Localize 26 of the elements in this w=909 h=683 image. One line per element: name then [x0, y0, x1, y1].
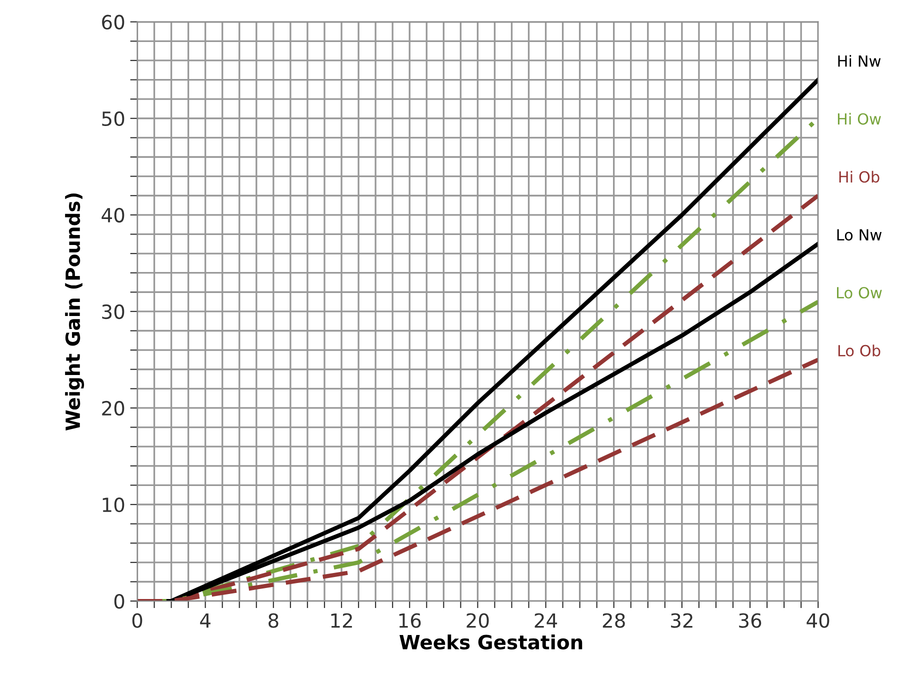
y-tick-label: 0 — [114, 594, 124, 609]
x-tick-label: 24 — [534, 613, 558, 628]
y-tick-label: 40 — [102, 208, 124, 223]
x-tick-label: 16 — [399, 613, 421, 628]
series-label: Lo Ob — [838, 344, 880, 356]
x-tick-label: 32 — [671, 613, 692, 628]
x-tick-label: 4 — [200, 613, 210, 628]
x-tick-label: 28 — [602, 613, 625, 628]
series-label: Lo Nw — [837, 229, 882, 241]
x-axis-title: Weeks Gestation — [400, 634, 582, 650]
x-tick-label: 20 — [466, 613, 489, 628]
y-tick-label: 20 — [102, 400, 124, 416]
y-tick-label: 10 — [102, 497, 124, 512]
series-label: Hi Ow — [838, 112, 881, 125]
x-tick-label: 12 — [331, 613, 352, 628]
x-tick-label: 0 — [132, 613, 142, 628]
x-tick-label: 8 — [268, 613, 278, 628]
x-tick-label: 40 — [806, 613, 830, 628]
y-tick-label: 30 — [102, 304, 124, 320]
series-label: Lo Ow — [837, 286, 882, 299]
series-label: Hi Ob — [839, 170, 880, 183]
y-tick-label: 60 — [102, 14, 124, 30]
series-label: Hi Nw — [838, 55, 881, 67]
y-axis-title: Weight Gain (Pounds) — [65, 193, 84, 431]
y-tick-label: 50 — [102, 111, 124, 126]
x-tick-label: 36 — [739, 613, 762, 628]
